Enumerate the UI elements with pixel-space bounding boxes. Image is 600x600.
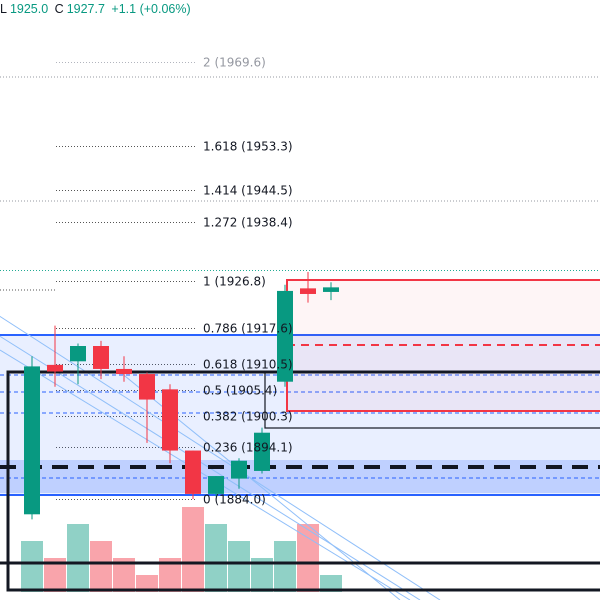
- bearish-candle[interactable]: [300, 272, 316, 303]
- trend-channel-line: [0, 349, 411, 600]
- volume-bar: [113, 558, 135, 592]
- fib-level-label: 1 (1926.8): [203, 275, 266, 289]
- fib-level-label: 0.382 (1900.3): [203, 410, 293, 424]
- candle-body: [231, 460, 247, 479]
- close-value: 1927.7: [66, 2, 105, 16]
- fib-level-label: 0.5 (1905.4): [203, 384, 277, 398]
- background-layer: [0, 76, 600, 291]
- bullish-candle[interactable]: [254, 427, 270, 474]
- candle-body: [70, 346, 86, 362]
- low-label: L: [0, 2, 7, 16]
- volume-bar: [44, 558, 66, 592]
- fib-level-label: 1.618 (1953.3): [203, 140, 293, 154]
- fib-level-label: 0.618 (1910.5): [203, 358, 293, 372]
- trend-channel-line: [0, 315, 441, 600]
- volume-bar: [320, 575, 342, 592]
- volume-bars: [21, 507, 342, 592]
- volume-bar: [182, 507, 204, 592]
- bearish-candle[interactable]: [93, 340, 109, 380]
- fib-level-label: 1.414 (1944.5): [203, 184, 293, 198]
- blue-inner-zone: [0, 460, 600, 493]
- low-value: 1925.0: [9, 2, 49, 16]
- volume-bar: [205, 524, 227, 592]
- candle-body: [208, 476, 224, 494]
- candlestick-series[interactable]: [24, 272, 339, 520]
- bullish-candle[interactable]: [24, 356, 40, 520]
- black-range-box[interactable]: [6, 370, 600, 592]
- fib-level-label: 0.786 (1917.6): [203, 322, 293, 336]
- candle-body: [47, 364, 63, 372]
- bullish-candle[interactable]: [70, 343, 86, 385]
- candle-body: [162, 389, 178, 451]
- candle-body: [323, 287, 339, 292]
- volume-bar: [90, 541, 112, 592]
- bearish-candle[interactable]: [47, 325, 63, 387]
- close-label: C: [54, 2, 64, 16]
- ohlc-legend: L 1925.0 C 1927.7 +1.1 (+0.06%): [0, 2, 194, 16]
- fib-labels: 0 (1884.0) 0.236 (1894.1) 0.382 (1900.3) 0.…: [203, 56, 293, 507]
- bearish-candle[interactable]: [116, 356, 132, 382]
- volume-bar: [274, 541, 296, 592]
- candle-body: [300, 288, 316, 294]
- fib-level-label: 2 (1969.6): [203, 56, 266, 70]
- candle-body: [116, 368, 132, 375]
- candle-body: [277, 290, 293, 382]
- volume-bar: [228, 541, 250, 592]
- volume-bar: [67, 524, 89, 592]
- volume-bar: [251, 558, 273, 592]
- candle-body: [93, 346, 109, 369]
- bullish-candle[interactable]: [323, 282, 339, 301]
- volume-bar: [136, 575, 158, 592]
- bearish-candle[interactable]: [162, 384, 178, 464]
- bullish-candle[interactable]: [277, 284, 293, 387]
- volume-bar: [21, 541, 43, 592]
- bullish-candle[interactable]: [231, 458, 247, 489]
- candle-body: [139, 374, 155, 400]
- bullish-candle[interactable]: [208, 476, 224, 497]
- bearish-candle[interactable]: [185, 450, 201, 499]
- trend-channel-line: [0, 335, 421, 600]
- fib-level-label: 0 (1884.0): [203, 493, 266, 507]
- candle-body: [254, 432, 270, 471]
- fibonacci-retracement[interactable]: [56, 62, 195, 500]
- candle-body: [24, 366, 40, 515]
- volume-bar: [159, 558, 181, 592]
- fib-level-label: 1.272 (1938.4): [203, 216, 293, 230]
- fib-level-label: 0.236 (1894.1): [203, 441, 293, 455]
- candle-body: [185, 450, 201, 494]
- change-value: +1.1 (+0.06%): [111, 2, 191, 16]
- bearish-candle[interactable]: [139, 372, 155, 443]
